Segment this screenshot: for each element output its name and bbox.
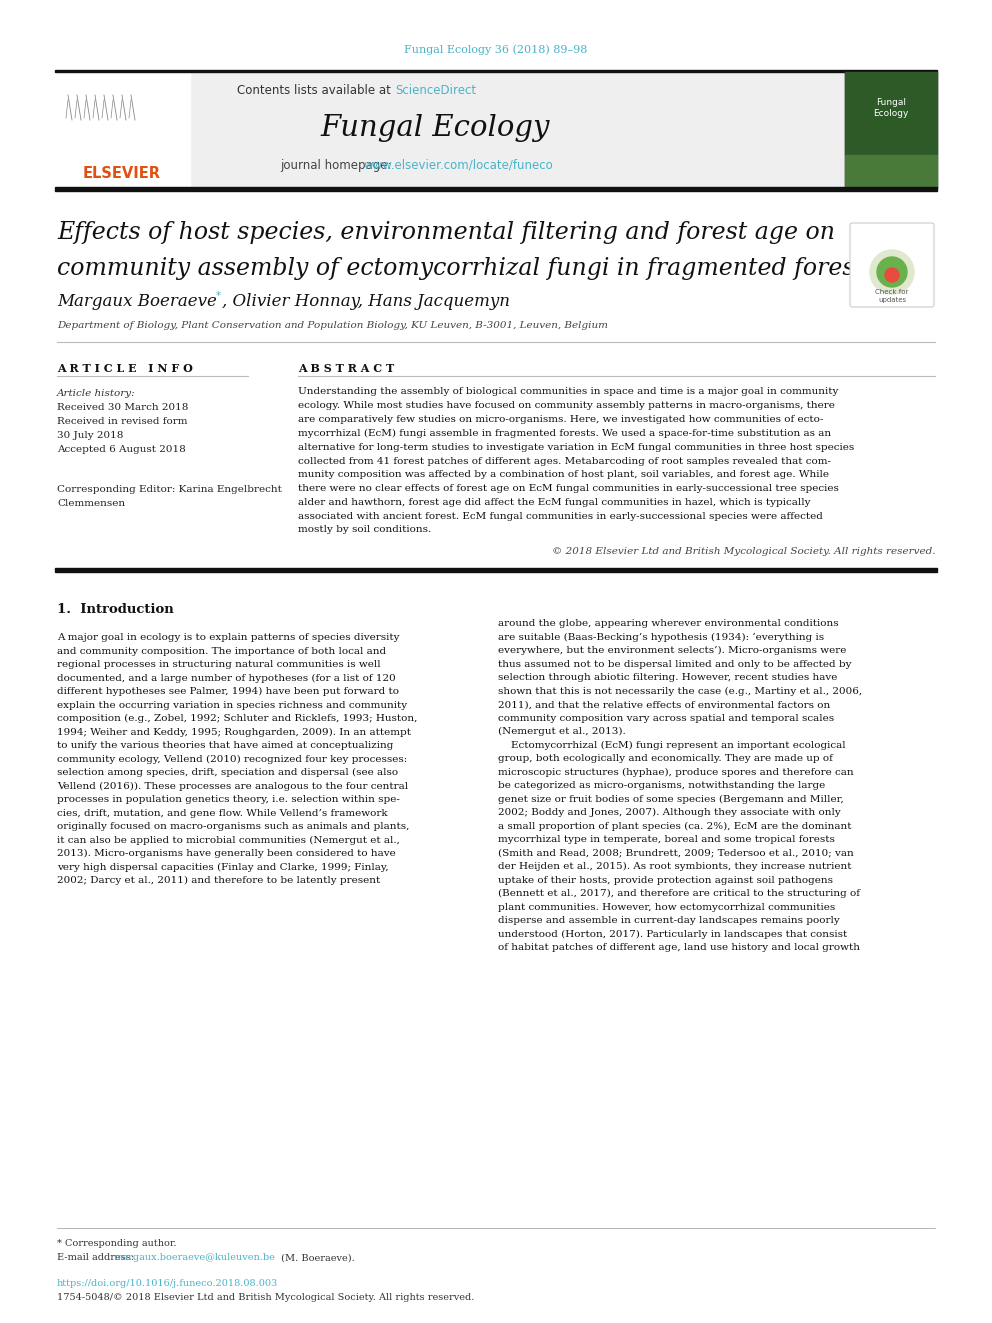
Text: 1994; Weiher and Keddy, 1995; Roughgarden, 2009). In an attempt: 1994; Weiher and Keddy, 1995; Roughgarde…	[57, 728, 411, 737]
Text: journal homepage:: journal homepage:	[280, 159, 395, 172]
Text: composition (e.g., Zobel, 1992; Schluter and Ricklefs, 1993; Huston,: composition (e.g., Zobel, 1992; Schluter…	[57, 714, 418, 724]
Text: , Olivier Honnay, Hans Jacquemyn: , Olivier Honnay, Hans Jacquemyn	[222, 294, 510, 311]
FancyBboxPatch shape	[850, 224, 934, 307]
Text: microscopic structures (hyphae), produce spores and therefore can: microscopic structures (hyphae), produce…	[498, 767, 854, 777]
Text: 2013). Micro-organisms have generally been considered to have: 2013). Micro-organisms have generally be…	[57, 849, 396, 859]
Text: © 2018 Elsevier Ltd and British Mycological Society. All rights reserved.: © 2018 Elsevier Ltd and British Mycologi…	[552, 548, 935, 556]
Text: cies, drift, mutation, and gene flow. While Vellend’s framework: cies, drift, mutation, and gene flow. Wh…	[57, 808, 388, 818]
Text: * Corresponding author.: * Corresponding author.	[57, 1240, 177, 1249]
Bar	[55, 71, 190, 188]
Text: 1.  Introduction: 1. Introduction	[57, 603, 174, 617]
Text: A major goal in ecology is to explain patterns of species diversity: A major goal in ecology is to explain pa…	[57, 634, 400, 642]
Text: explain the occurring variation in species richness and community: explain the occurring variation in speci…	[57, 701, 407, 710]
Text: mycorrhizal (EcM) fungi assemble in fragmented forests. We used a space-for-time: mycorrhizal (EcM) fungi assemble in frag…	[298, 429, 831, 438]
Text: selection through abiotic filtering. However, recent studies have: selection through abiotic filtering. How…	[498, 673, 837, 683]
Text: understood (Horton, 2017). Particularly in landscapes that consist: understood (Horton, 2017). Particularly …	[498, 930, 847, 939]
Text: and community composition. The importance of both local and: and community composition. The importanc…	[57, 647, 386, 656]
Text: Vellend (2016)). These processes are analogous to the four central: Vellend (2016)). These processes are ana…	[57, 782, 408, 791]
Bar	[55, 187, 937, 191]
Text: (Nemergut et al., 2013).: (Nemergut et al., 2013).	[498, 728, 626, 737]
Text: uptake of their hosts, provide protection against soil pathogens: uptake of their hosts, provide protectio…	[498, 876, 833, 885]
Text: originally focused on macro-organisms such as animals and plants,: originally focused on macro-organisms su…	[57, 823, 410, 831]
Text: 2002; Darcy et al., 2011) and therefore to be latently present: 2002; Darcy et al., 2011) and therefore …	[57, 876, 380, 885]
Text: Article history:: Article history:	[57, 389, 136, 397]
Text: Effects of host species, environmental filtering and forest age on: Effects of host species, environmental f…	[57, 221, 835, 243]
Text: 1754-5048/© 2018 Elsevier Ltd and British Mycological Society. All rights reserv: 1754-5048/© 2018 Elsevier Ltd and Britis…	[57, 1294, 474, 1303]
Text: shown that this is not necessarily the case (e.g., Martiny et al., 2006,: shown that this is not necessarily the c…	[498, 687, 862, 696]
Text: Margaux Boeraeve: Margaux Boeraeve	[57, 294, 217, 311]
Bar	[845, 71, 937, 155]
Text: everywhere, but the environment selects’). Micro-organisms were: everywhere, but the environment selects’…	[498, 646, 846, 655]
Text: it can also be applied to microbial communities (Nemergut et al.,: it can also be applied to microbial comm…	[57, 836, 400, 845]
Text: collected from 41 forest patches of different ages. Metabarcoding of root sample: collected from 41 forest patches of diff…	[298, 456, 831, 466]
Text: A B S T R A C T: A B S T R A C T	[298, 363, 394, 373]
Text: margaux.boeraeve@kuleuven.be: margaux.boeraeve@kuleuven.be	[114, 1253, 276, 1262]
Text: community composition vary across spatial and temporal scales: community composition vary across spatia…	[498, 714, 834, 722]
Text: Received in revised form: Received in revised form	[57, 418, 187, 426]
Text: 2002; Boddy and Jones, 2007). Although they associate with only: 2002; Boddy and Jones, 2007). Although t…	[498, 808, 841, 818]
Text: alder and hawthorn, forest age did affect the EcM fungal communities in hazel, w: alder and hawthorn, forest age did affec…	[298, 497, 810, 507]
Text: around the globe, appearing wherever environmental conditions: around the globe, appearing wherever env…	[498, 619, 838, 628]
Text: there were no clear effects of forest age on EcM fungal communities in early-suc: there were no clear effects of forest ag…	[298, 484, 839, 493]
Text: ecology. While most studies have focused on community assembly patterns in macro: ecology. While most studies have focused…	[298, 401, 835, 410]
Text: www.elsevier.com/locate/funeco: www.elsevier.com/locate/funeco	[363, 159, 553, 172]
Text: Fungal Ecology 36 (2018) 89–98: Fungal Ecology 36 (2018) 89–98	[405, 45, 587, 56]
Text: Understanding the assembly of biological communities in space and time is a majo: Understanding the assembly of biological…	[298, 388, 838, 397]
Circle shape	[870, 250, 914, 294]
Text: 30 July 2018: 30 July 2018	[57, 431, 123, 441]
Text: disperse and assemble in current-day landscapes remains poorly: disperse and assemble in current-day lan…	[498, 917, 840, 925]
Text: Ectomycorrhizal (EcM) fungi represent an important ecological: Ectomycorrhizal (EcM) fungi represent an…	[498, 741, 845, 750]
Text: (M. Boeraeve).: (M. Boeraeve).	[278, 1253, 355, 1262]
Bar	[845, 155, 937, 188]
Text: Received 30 March 2018: Received 30 March 2018	[57, 404, 188, 413]
Text: are comparatively few studies on micro-organisms. Here, we investigated how comm: are comparatively few studies on micro-o…	[298, 415, 823, 425]
Text: mostly by soil conditions.: mostly by soil conditions.	[298, 525, 432, 534]
Text: very high dispersal capacities (Finlay and Clarke, 1999; Finlay,: very high dispersal capacities (Finlay a…	[57, 863, 389, 872]
Text: to unify the various theories that have aimed at conceptualizing: to unify the various theories that have …	[57, 741, 394, 750]
Text: der Heijden et al., 2015). As root symbionts, they increase nutrient: der Heijden et al., 2015). As root symbi…	[498, 863, 851, 872]
Text: mycorrhizal type in temperate, boreal and some tropical forests: mycorrhizal type in temperate, boreal an…	[498, 835, 835, 844]
Text: be categorized as micro-organisms, notwithstanding the large: be categorized as micro-organisms, notwi…	[498, 782, 825, 790]
Text: are suitable (Baas-Becking’s hypothesis (1934): ‘everything is: are suitable (Baas-Becking’s hypothesis …	[498, 632, 824, 642]
Text: alternative for long-term studies to investigate variation in EcM fungal communi: alternative for long-term studies to inv…	[298, 443, 854, 451]
Text: community ecology, Vellend (2010) recognized four key processes:: community ecology, Vellend (2010) recogn…	[57, 754, 408, 763]
Text: munity composition was affected by a combination of host plant, soil variables, : munity composition was affected by a com…	[298, 470, 829, 479]
Text: E-mail address:: E-mail address:	[57, 1253, 137, 1262]
Text: Check for
updates: Check for updates	[875, 290, 909, 303]
Text: ELSEVIER: ELSEVIER	[83, 165, 161, 180]
Text: 2011), and that the relative effects of environmental factors on: 2011), and that the relative effects of …	[498, 700, 830, 709]
Bar	[845, 71, 937, 188]
Text: associated with ancient forest. EcM fungal communities in early-successional spe: associated with ancient forest. EcM fung…	[298, 512, 823, 521]
Text: selection among species, drift, speciation and dispersal (see also: selection among species, drift, speciati…	[57, 769, 398, 778]
Bar	[55, 568, 937, 572]
Text: regional processes in structuring natural communities is well: regional processes in structuring natura…	[57, 660, 381, 669]
Text: community assembly of ectomycorrhizal fungi in fragmented forests: community assembly of ectomycorrhizal fu…	[57, 257, 876, 279]
Text: a small proportion of plant species (ca. 2%), EcM are the dominant: a small proportion of plant species (ca.…	[498, 822, 851, 831]
Text: genet size or fruit bodies of some species (Bergemann and Miller,: genet size or fruit bodies of some speci…	[498, 795, 844, 804]
Text: different hypotheses see Palmer, 1994) have been put forward to: different hypotheses see Palmer, 1994) h…	[57, 687, 399, 696]
Text: Accepted 6 August 2018: Accepted 6 August 2018	[57, 446, 186, 455]
Text: Fungal
Ecology: Fungal Ecology	[873, 98, 909, 118]
Text: https://doi.org/10.1016/j.funeco.2018.08.003: https://doi.org/10.1016/j.funeco.2018.08…	[57, 1278, 278, 1287]
Text: thus assumed not to be dispersal limited and only to be affected by: thus assumed not to be dispersal limited…	[498, 660, 851, 669]
Bar	[55, 70, 937, 71]
Text: ScienceDirect: ScienceDirect	[395, 83, 476, 97]
Text: documented, and a large number of hypotheses (for a list of 120: documented, and a large number of hypoth…	[57, 673, 396, 683]
Text: Contents lists available at: Contents lists available at	[237, 83, 395, 97]
Text: Fungal Ecology: Fungal Ecology	[320, 114, 550, 142]
Bar	[190, 71, 845, 188]
Text: A R T I C L E   I N F O: A R T I C L E I N F O	[57, 363, 192, 373]
Text: plant communities. However, how ectomycorrhizal communities: plant communities. However, how ectomyco…	[498, 902, 835, 912]
Text: processes in population genetics theory, i.e. selection within spe-: processes in population genetics theory,…	[57, 795, 400, 804]
Text: of habitat patches of different age, land use history and local growth: of habitat patches of different age, lan…	[498, 943, 860, 953]
Circle shape	[885, 269, 899, 282]
Text: group, both ecologically and economically. They are made up of: group, both ecologically and economicall…	[498, 754, 833, 763]
Text: (Bennett et al., 2017), and therefore are critical to the structuring of: (Bennett et al., 2017), and therefore ar…	[498, 889, 860, 898]
Text: Department of Biology, Plant Conservation and Population Biology, KU Leuven, B-3: Department of Biology, Plant Conservatio…	[57, 321, 608, 331]
Text: *: *	[216, 291, 221, 302]
Text: Clemmensen: Clemmensen	[57, 500, 125, 508]
Text: (Smith and Read, 2008; Brundrett, 2009; Tedersoo et al., 2010; van: (Smith and Read, 2008; Brundrett, 2009; …	[498, 849, 854, 857]
Circle shape	[877, 257, 907, 287]
Text: Corresponding Editor: Karina Engelbrecht: Corresponding Editor: Karina Engelbrecht	[57, 486, 282, 495]
